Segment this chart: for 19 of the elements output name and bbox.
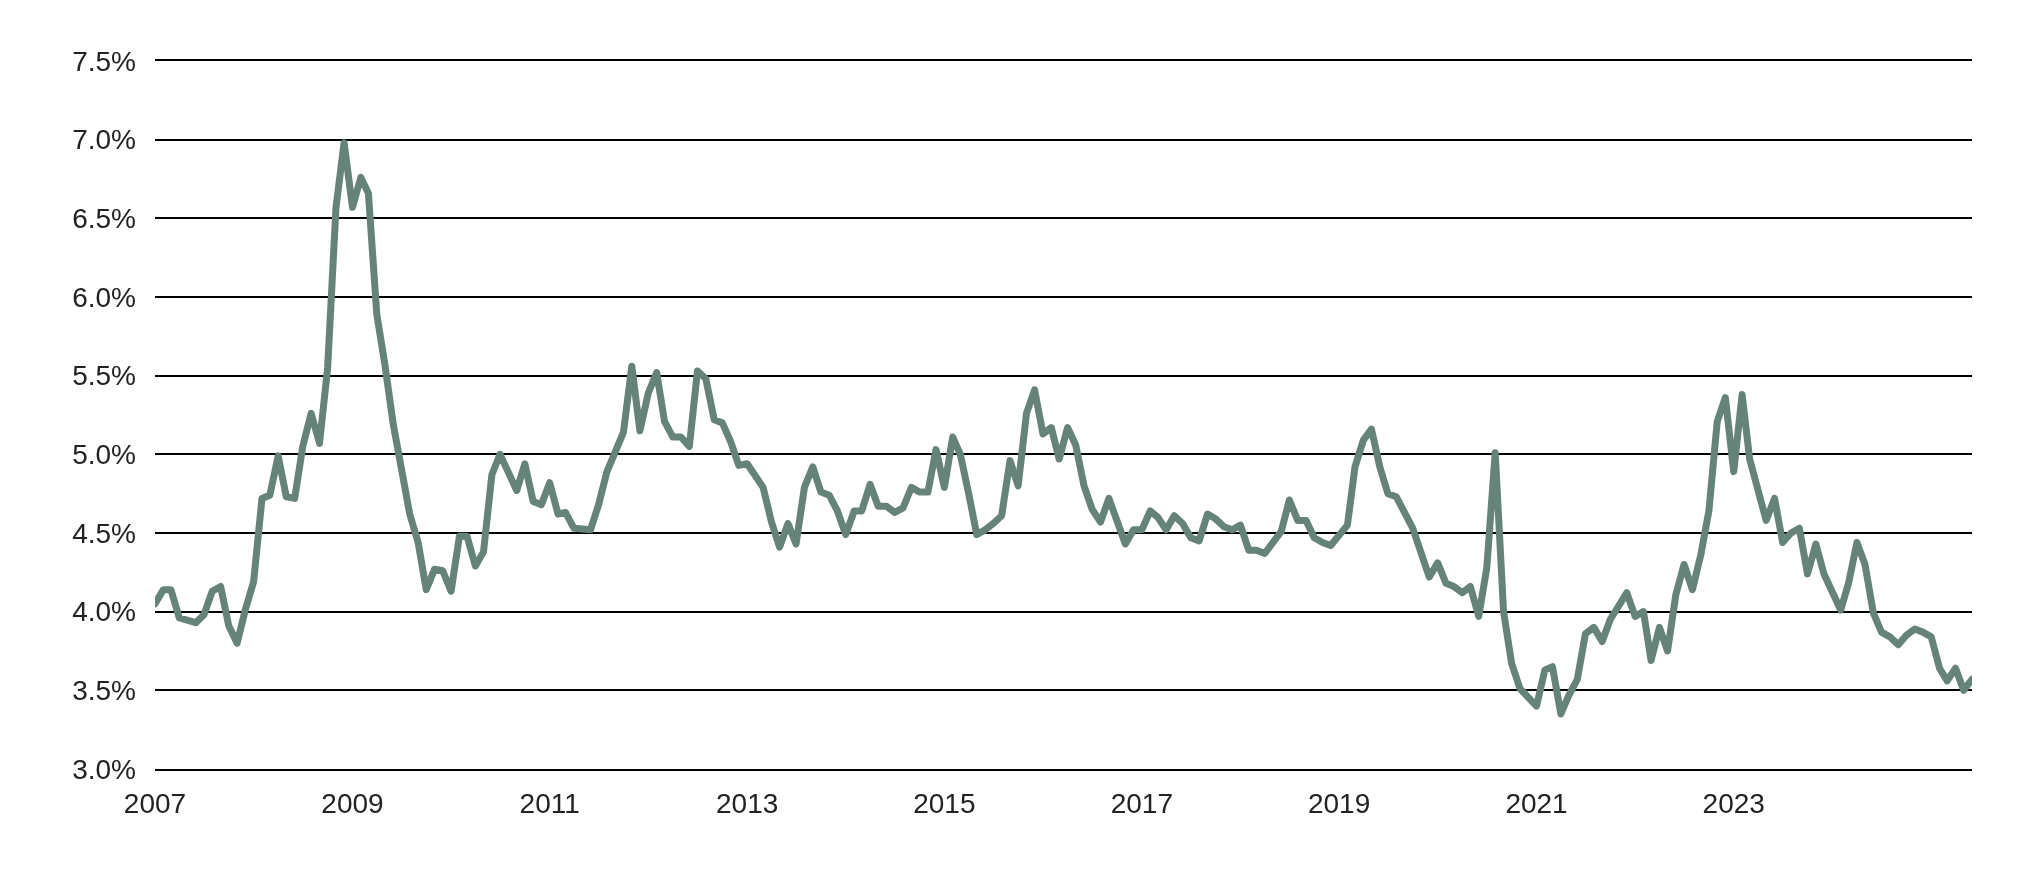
y-tick-label: 5.0% [72, 439, 136, 471]
y-tick-label: 7.0% [72, 124, 136, 156]
x-tick-label: 2021 [1505, 787, 1568, 819]
x-tick-label: 2023 [1702, 787, 1765, 819]
y-tick-label: 4.0% [72, 596, 136, 628]
x-tick-label: 2009 [321, 787, 384, 819]
x-tick-label: 2015 [913, 787, 976, 819]
y-tick-label: 3.5% [72, 675, 136, 707]
y-tick-label: 6.5% [72, 203, 136, 235]
x-tick-label: 2011 [519, 787, 580, 819]
x-tick-label: 2019 [1307, 787, 1371, 819]
y-tick-label: 6.0% [72, 281, 136, 313]
y-tick-label: 5.5% [72, 360, 136, 392]
y-tick-label: 3.0% [72, 753, 136, 785]
y-tick-label: 7.5% [72, 45, 136, 77]
x-tick-label: 2013 [716, 787, 779, 819]
x-tick-label: 2007 [123, 787, 187, 819]
x-tick-label: 2017 [1110, 787, 1173, 819]
y-tick-label: 4.5% [72, 517, 136, 549]
